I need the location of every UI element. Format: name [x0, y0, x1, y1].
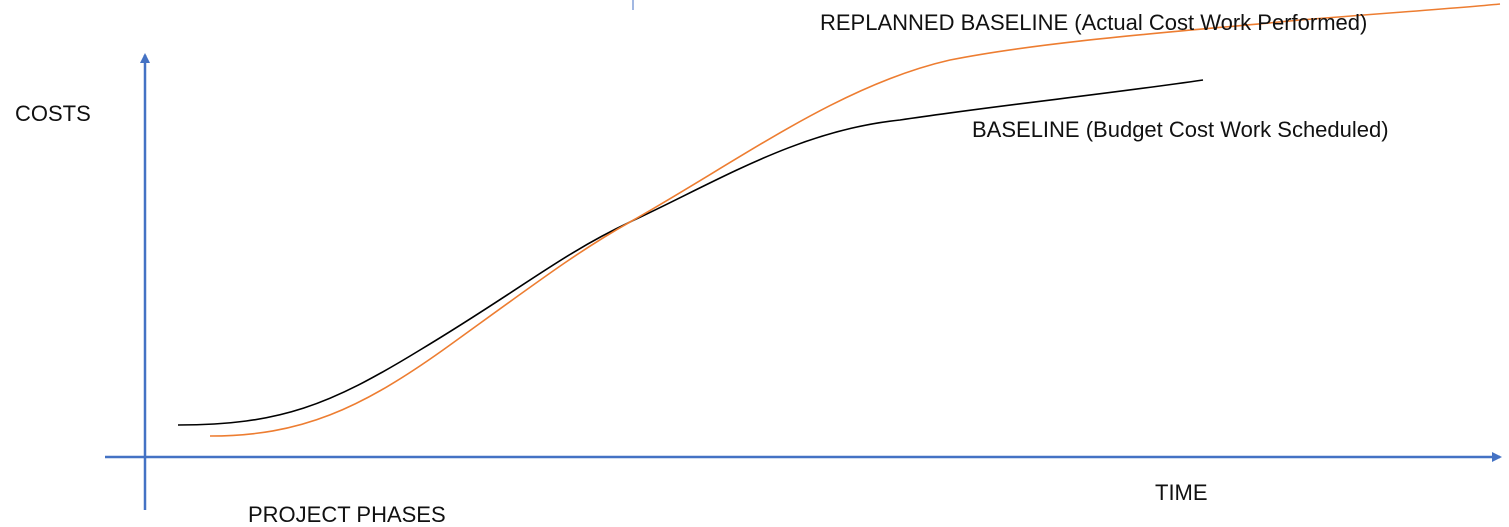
- replanned-curve: [209, 3, 1501, 437]
- x-axis-label: TIME: [1155, 480, 1208, 505]
- phases-label: PROJECT PHASES: [248, 502, 446, 527]
- replanned-label: REPLANNED BASELINE (Actual Cost Work Per…: [820, 10, 1367, 35]
- baseline-label: BASELINE (Budget Cost Work Scheduled): [972, 117, 1389, 142]
- y-axis-label: COSTS: [15, 101, 91, 126]
